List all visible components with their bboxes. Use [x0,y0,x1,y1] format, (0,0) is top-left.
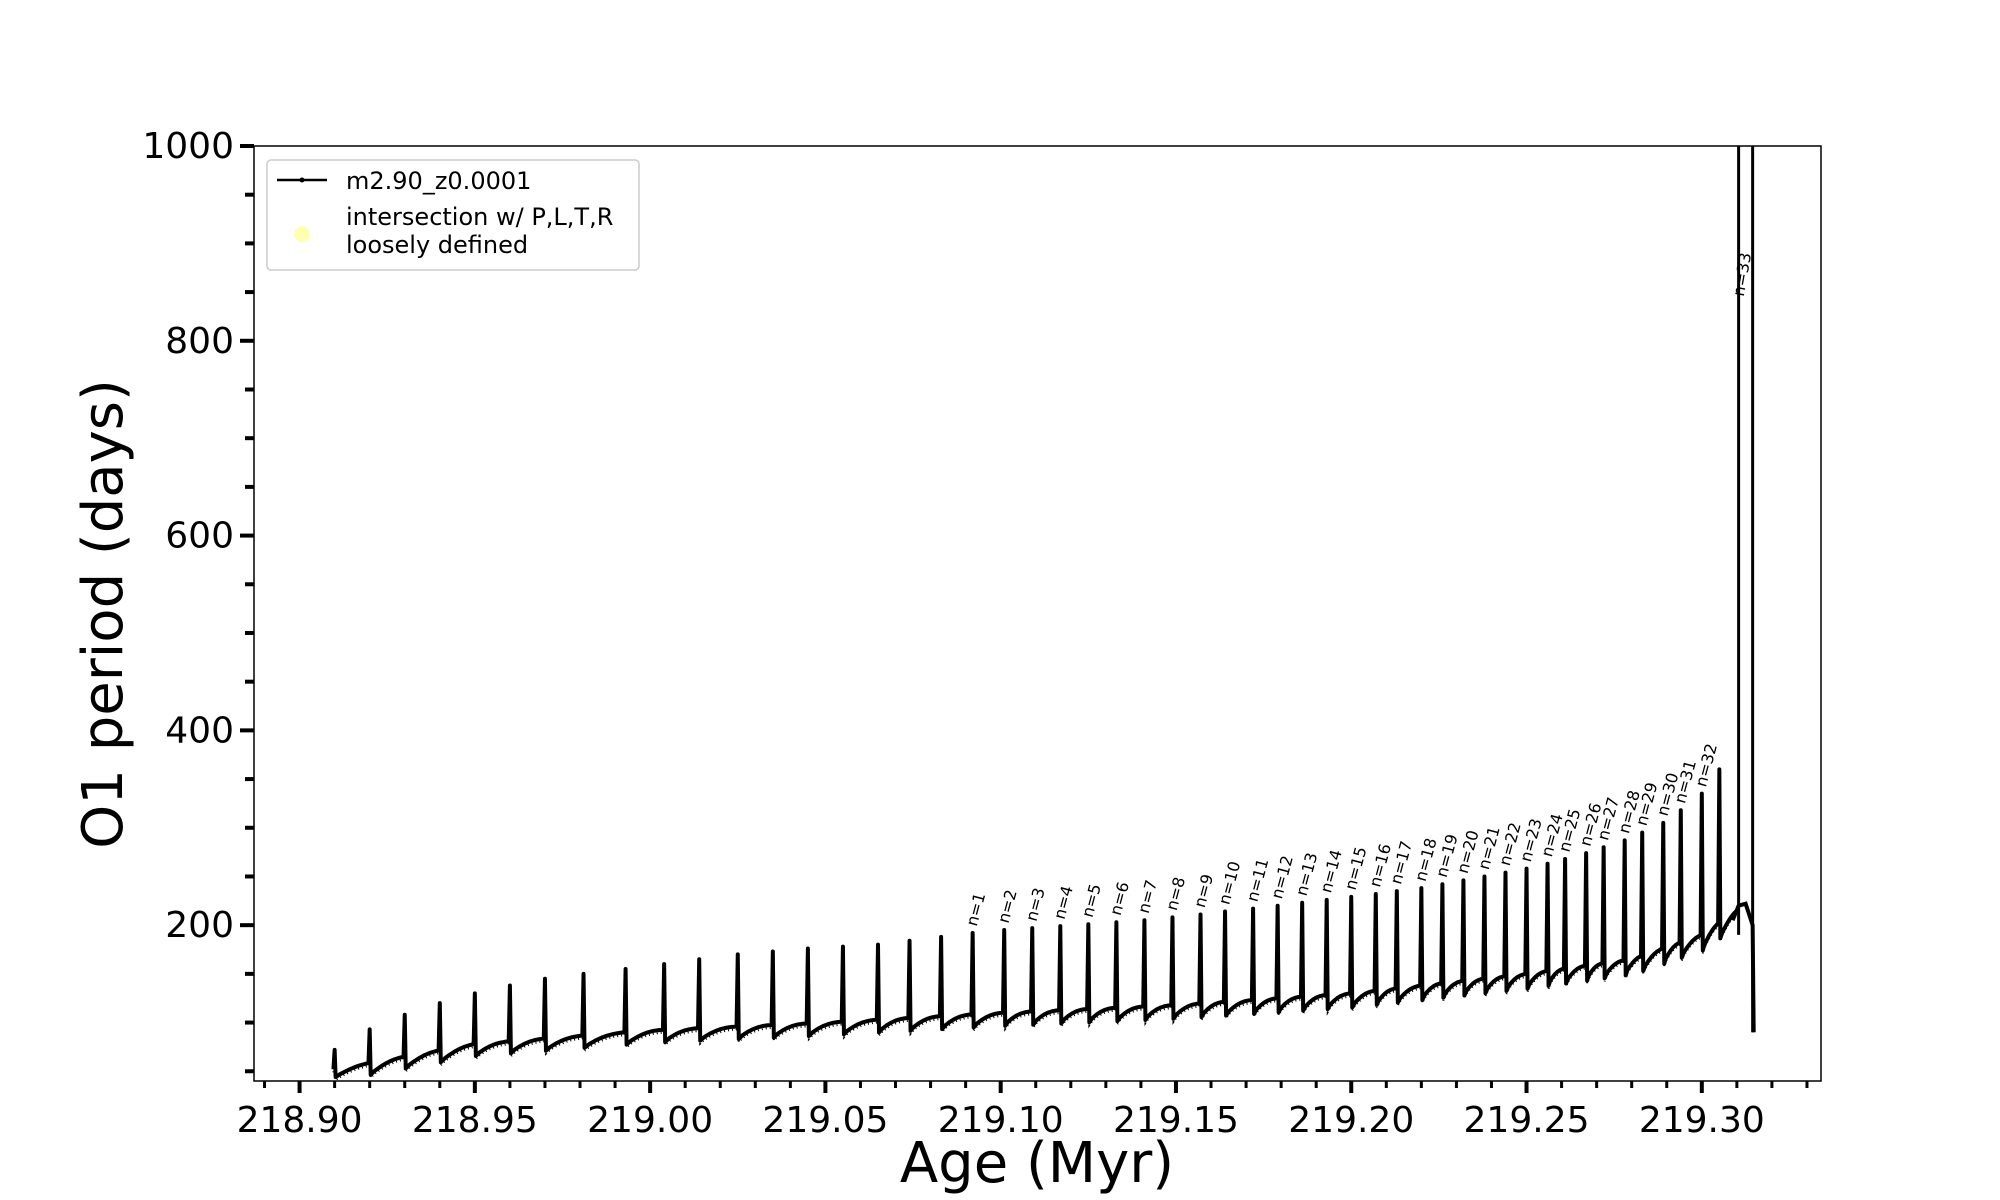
legend: m2.90_z0.0001 intersection w/ P,L,T,Rloos… [266,159,640,271]
x-tick-label: 219.25 [1464,1100,1590,1141]
legend-circle-marker [294,226,310,242]
x-axis-title: Age (Myr) [900,1131,1174,1196]
x-tick-label: 218.90 [237,1100,363,1141]
pulse-label: n=1 [962,891,989,929]
pulse-label: n=6 [1106,880,1133,918]
pulse-label: n=32 [1691,741,1721,788]
y-tick-label: 600 [165,516,234,557]
pulse-label: n=3 [1022,886,1049,924]
y-tick-label: 400 [165,710,234,751]
y-axis-title: O1 period (days) [71,379,136,849]
series-markers [332,772,1737,1082]
pulse-label: n=7 [1134,878,1161,916]
pulse-label: n=2 [994,888,1021,926]
y-tick-label: 1000 [142,126,234,167]
legend-label: loosely defined [346,231,528,259]
series-end [1730,901,1756,1033]
y-axis: 200 400 600 800 1000 [142,126,254,1074]
series-line [331,767,1738,1080]
pulse-label: n=10 [1215,859,1245,906]
legend-label: intersection w/ P,L,T,R [346,203,613,231]
pulse-label: n=8 [1162,875,1189,913]
legend-label: m2.90_z0.0001 [346,167,531,195]
plot-area: n=1 n=2 n=3 n=4 n=5 n=6 n=7 n=8 n=9n=10n=11n=12n… [331,146,1756,1082]
y-tick-label: 800 [165,321,234,362]
x-tick-label: 219.10 [938,1100,1064,1141]
x-tick-label: 219.15 [1113,1100,1239,1141]
x-tick-label: 219.00 [587,1100,713,1141]
pulse-label: n=5 [1078,882,1105,920]
x-axis: 218.90 218.95 219.00 219.05 219.10 219.15 219.… [237,1081,1809,1141]
y-tick-label: 200 [165,905,234,946]
pulse-label: n=4 [1050,884,1077,922]
x-tick-label: 219.20 [1288,1100,1414,1141]
x-tick-label: 219.05 [762,1100,888,1141]
legend-dot-marker [299,177,305,183]
plot-frame [253,145,1822,1082]
legend-box [266,159,640,271]
x-tick-label: 219.30 [1639,1100,1765,1141]
x-tick-label: 218.95 [412,1100,538,1141]
pulse-label: n=9 [1190,872,1217,910]
